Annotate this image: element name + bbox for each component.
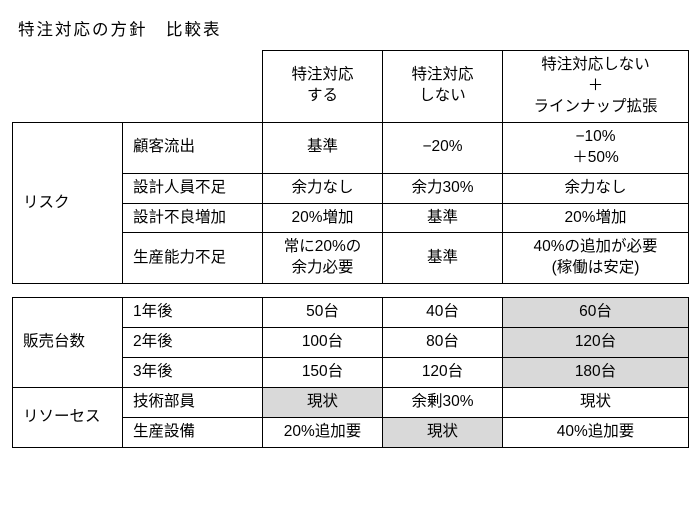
value-cell: 20%追加要 xyxy=(263,417,383,447)
section-gap xyxy=(13,284,689,298)
page-title: 特注対応の方針 比較表 xyxy=(18,16,688,40)
subcategory-cell: 生産設備 xyxy=(123,417,263,447)
value-cell: 40%追加要 xyxy=(503,417,689,447)
value-cell: 150台 xyxy=(263,358,383,388)
subcategory-cell: 3年後 xyxy=(123,358,263,388)
category-cell: 販売台数 xyxy=(13,298,123,388)
subcategory-cell: 技術部員 xyxy=(123,388,263,418)
value-cell: 余力30% xyxy=(383,173,503,203)
value-cell: 基準 xyxy=(263,122,383,173)
subcategory-cell: 設計人員不足 xyxy=(123,173,263,203)
subcategory-cell: 顧客流出 xyxy=(123,122,263,173)
value-cell: 20%増加 xyxy=(263,203,383,233)
subcategory-cell: 生産能力不足 xyxy=(123,233,263,284)
value-cell: 基準 xyxy=(383,203,503,233)
table-row: リスク顧客流出基準−20%−10% ＋50% xyxy=(13,122,689,173)
value-cell: −20% xyxy=(383,122,503,173)
subcategory-cell: 設計不良増加 xyxy=(123,203,263,233)
subcategory-cell: 2年後 xyxy=(123,328,263,358)
value-cell: 120台 xyxy=(503,328,689,358)
col-header-2: 特注対応 しない xyxy=(383,51,503,123)
value-cell: 現状 xyxy=(503,388,689,418)
value-cell: 50台 xyxy=(263,298,383,328)
col-header-3: 特注対応しない ＋ ラインナップ拡張 xyxy=(503,51,689,123)
value-cell: 基準 xyxy=(383,233,503,284)
value-cell: 100台 xyxy=(263,328,383,358)
value-cell: 余力なし xyxy=(503,173,689,203)
table-row: リソーセス技術部員現状余剰30%現状 xyxy=(13,388,689,418)
col-header-1: 特注対応 する xyxy=(263,51,383,123)
category-cell: リスク xyxy=(13,122,123,284)
value-cell: 余剰30% xyxy=(383,388,503,418)
value-cell: 余力なし xyxy=(263,173,383,203)
value-cell: 120台 xyxy=(383,358,503,388)
value-cell: 40台 xyxy=(383,298,503,328)
value-cell: 180台 xyxy=(503,358,689,388)
table-body: リスク顧客流出基準−20%−10% ＋50%設計人員不足余力なし余力30%余力な… xyxy=(13,122,689,447)
table-row: 販売台数1年後50台40台60台 xyxy=(13,298,689,328)
value-cell: 現状 xyxy=(383,417,503,447)
header-row: 特注対応 する 特注対応 しない 特注対応しない ＋ ラインナップ拡張 xyxy=(13,51,689,123)
value-cell: 現状 xyxy=(263,388,383,418)
category-cell: リソーセス xyxy=(13,388,123,448)
subcategory-cell: 1年後 xyxy=(123,298,263,328)
value-cell: 80台 xyxy=(383,328,503,358)
value-cell: 40%の追加が必要 (稼働は安定) xyxy=(503,233,689,284)
value-cell: 20%増加 xyxy=(503,203,689,233)
value-cell: 60台 xyxy=(503,298,689,328)
value-cell: 常に20%の 余力必要 xyxy=(263,233,383,284)
value-cell: −10% ＋50% xyxy=(503,122,689,173)
header-blank xyxy=(123,51,263,123)
comparison-table: 特注対応 する 特注対応 しない 特注対応しない ＋ ラインナップ拡張 リスク顧… xyxy=(12,50,689,448)
header-blank xyxy=(13,51,123,123)
